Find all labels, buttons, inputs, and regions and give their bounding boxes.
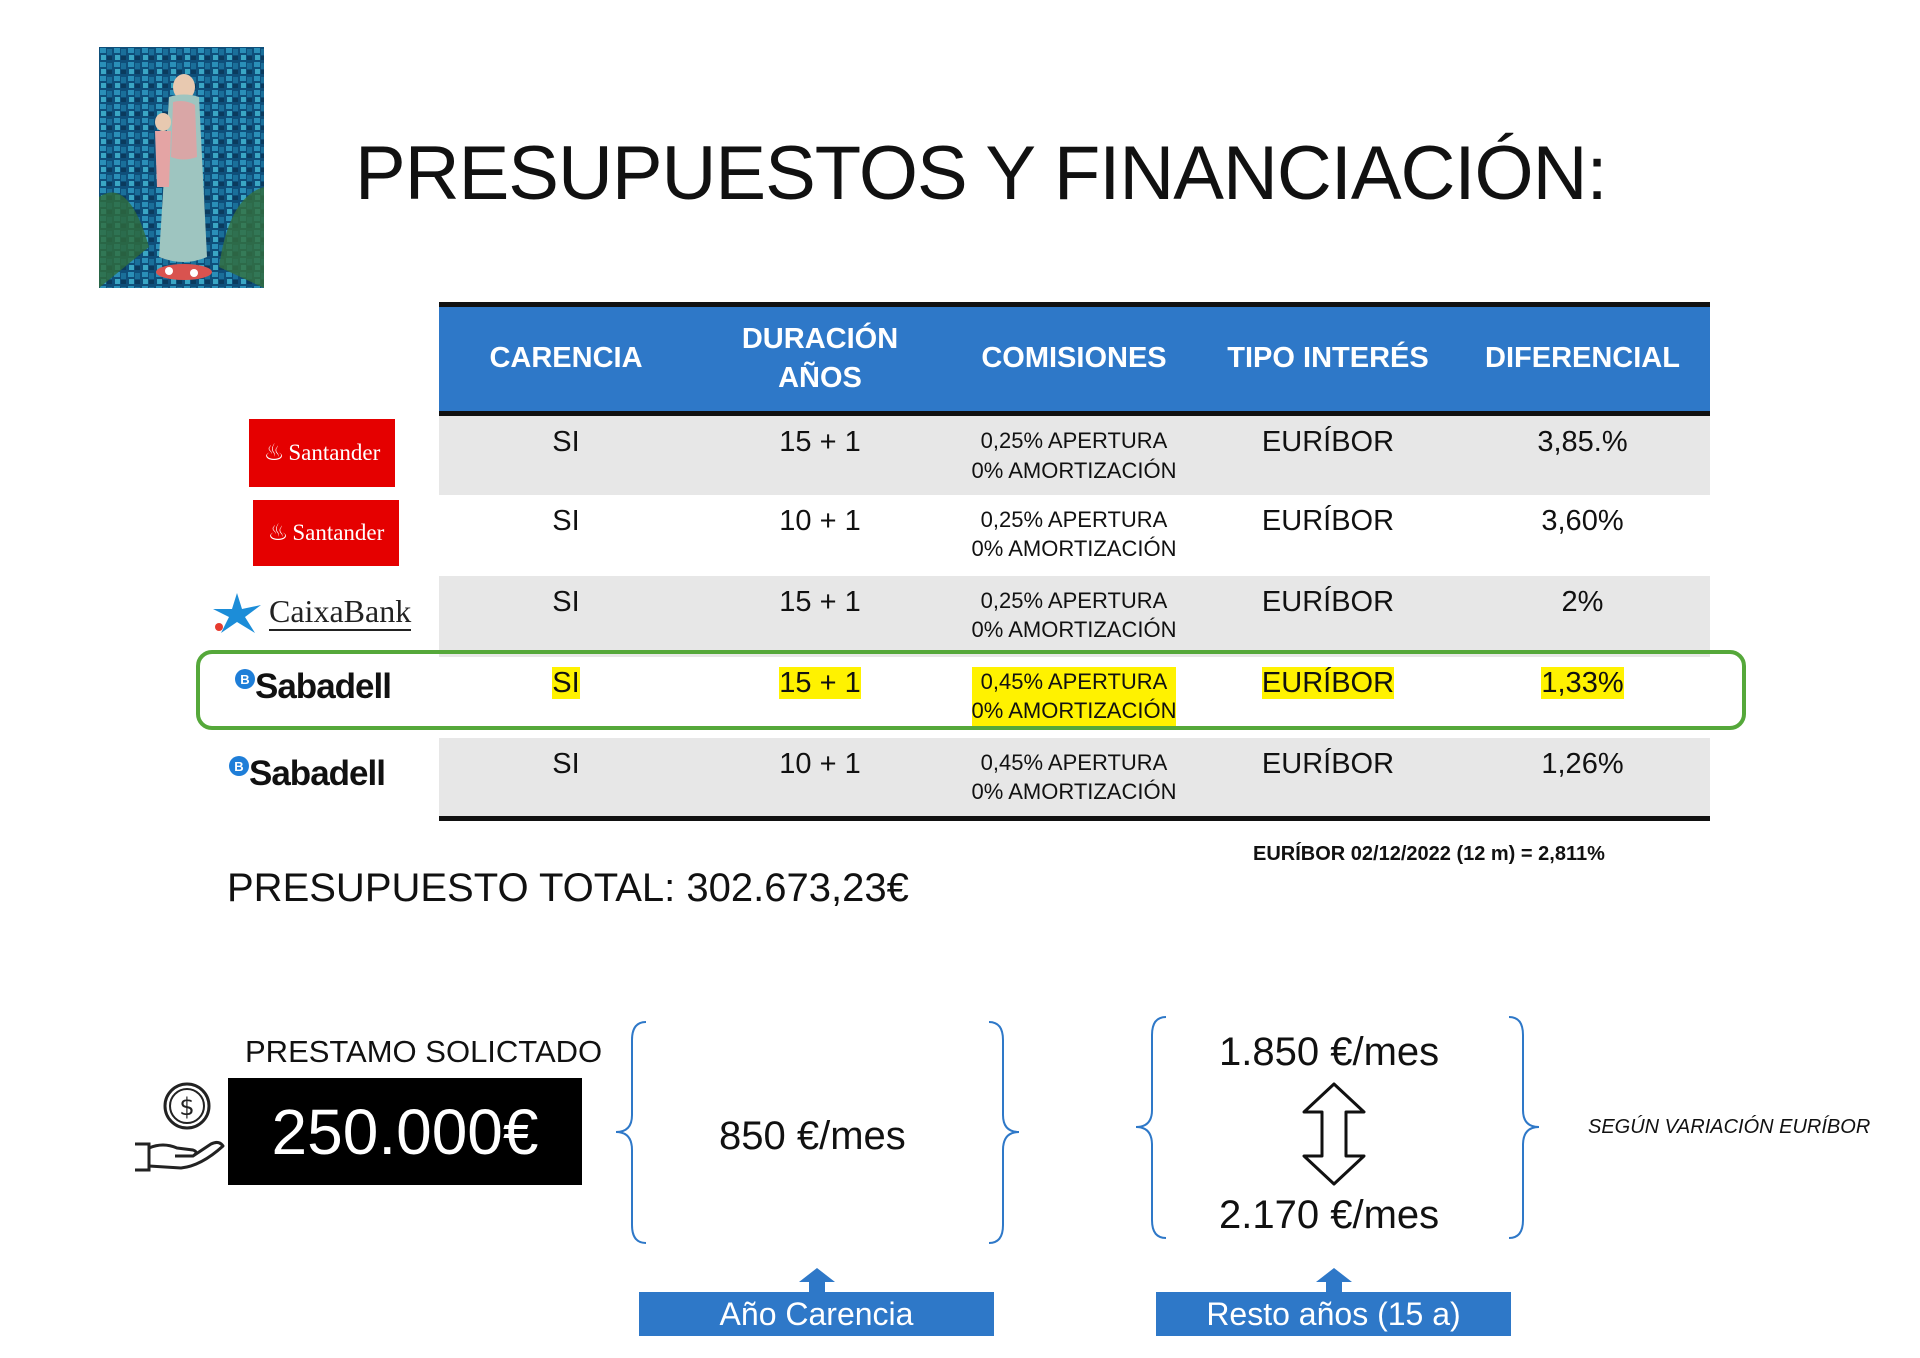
cell-carencia: SI bbox=[439, 413, 693, 495]
carencia-label: Año Carencia bbox=[639, 1292, 994, 1336]
financing-table: CARENCIA DURACIÓN AÑOS COMISIONES TIPO IN… bbox=[439, 302, 1710, 821]
double-arrow-icon bbox=[1302, 1082, 1366, 1186]
header-carencia: CARENCIA bbox=[439, 304, 693, 416]
santander-logo: ♨ Santander bbox=[253, 500, 399, 566]
header-tipo-interes: TIPO INTERÉS bbox=[1201, 304, 1455, 416]
resto-payment-low: 2.170 €/mes bbox=[1219, 1193, 1440, 1237]
cell-interes: EURÍBOR bbox=[1201, 737, 1455, 819]
up-arrow-icon bbox=[799, 1268, 835, 1292]
cell-comisiones: 0,25% APERTURA 0% AMORTIZACIÓN bbox=[971, 506, 1177, 562]
cell-comisiones: 0,25% APERTURA 0% AMORTIZACIÓN bbox=[947, 413, 1201, 495]
cell-diferencial: 1,33% bbox=[1541, 666, 1624, 699]
table-row: SI 10 + 1 0,25% APERTURA 0% AMORTIZACIÓN … bbox=[439, 495, 1710, 576]
resto-label: Resto años (15 a) bbox=[1156, 1292, 1511, 1336]
cell-diferencial: 2% bbox=[1455, 575, 1710, 657]
table-row: SI 10 + 1 0,45% APERTURA 0% AMORTIZACIÓN … bbox=[439, 737, 1710, 819]
variation-note: SEGÚN VARIACIÓN EURÍBOR bbox=[1588, 1116, 1871, 1138]
cell-interes: EURÍBOR bbox=[1261, 504, 1395, 537]
total-budget: PRESUPUESTO TOTAL: 302.673,23€ bbox=[227, 866, 909, 910]
cell-interes: EURÍBOR bbox=[1201, 575, 1455, 657]
money-hand-icon: $ bbox=[135, 1082, 225, 1172]
flame-icon: ♨ bbox=[263, 440, 285, 465]
table-row: SI 15 + 1 0,25% APERTURA 0% AMORTIZACIÓN … bbox=[439, 575, 1710, 657]
cell-diferencial: 1,26% bbox=[1455, 737, 1710, 819]
right-brace bbox=[988, 1021, 1020, 1244]
cell-carencia: SI bbox=[439, 737, 693, 819]
cell-diferencial: 3,85.% bbox=[1455, 413, 1710, 495]
cell-duracion: 15 + 1 bbox=[779, 666, 861, 699]
svg-text:$: $ bbox=[179, 1093, 194, 1121]
table-row-highlighted: SI 15 + 1 0,45% APERTURA 0% AMORTIZACIÓN … bbox=[439, 657, 1710, 738]
table-row: SI 15 + 1 0,25% APERTURA 0% AMORTIZACIÓN … bbox=[439, 413, 1710, 495]
resto-payment-high: 1.850 €/mes bbox=[1219, 1030, 1440, 1074]
sabadell-b-icon: B bbox=[235, 669, 255, 689]
sabadell-logo: B Sabadell bbox=[235, 667, 392, 707]
cell-carencia: SI bbox=[552, 666, 580, 699]
cell-diferencial: 3,60% bbox=[1541, 504, 1624, 537]
loan-label: PRESTAMO SOLICTADO bbox=[245, 1034, 603, 1069]
cell-comisiones: 0,45% APERTURA 0% AMORTIZACIÓN bbox=[947, 737, 1201, 819]
cell-interes: EURÍBOR bbox=[1201, 413, 1455, 495]
cell-duracion: 15 + 1 bbox=[693, 575, 947, 657]
selected-offer-frame bbox=[196, 650, 1746, 730]
left-brace bbox=[1135, 1016, 1167, 1239]
cell-carencia: SI bbox=[552, 504, 580, 537]
loan-amount-box: 250.000€ bbox=[228, 1078, 582, 1185]
flame-icon: ♨ bbox=[267, 520, 289, 545]
sabadell-b-icon: B bbox=[229, 756, 249, 776]
header-duracion: DURACIÓN AÑOS bbox=[693, 304, 947, 416]
cell-duracion: 15 + 1 bbox=[693, 413, 947, 495]
cell-comisiones: 0,25% APERTURA 0% AMORTIZACIÓN bbox=[947, 575, 1201, 657]
star-icon bbox=[213, 593, 261, 633]
cell-comisiones: 0,45% APERTURA 0% AMORTIZACIÓN bbox=[947, 657, 1201, 738]
up-arrow-icon bbox=[1316, 1268, 1352, 1292]
table-header-row: CARENCIA DURACIÓN AÑOS COMISIONES TIPO IN… bbox=[439, 304, 1710, 416]
euribor-note: EURÍBOR 02/12/2022 (12 m) = 2,811% bbox=[1253, 843, 1605, 865]
sabadell-logo: B Sabadell bbox=[229, 754, 386, 794]
cell-duracion: 10 + 1 bbox=[779, 504, 861, 537]
caixabank-logo: CaixaBank bbox=[211, 591, 412, 635]
santander-logo: ♨ Santander bbox=[249, 419, 395, 487]
cell-interes: EURÍBOR bbox=[1261, 666, 1395, 699]
cell-carencia: SI bbox=[439, 575, 693, 657]
cell-duracion: 10 + 1 bbox=[693, 737, 947, 819]
right-brace bbox=[1508, 1016, 1540, 1239]
virgin-statue-image bbox=[99, 47, 264, 288]
page-title: PRESUPUESTOS Y FINANCIACIÓN: bbox=[355, 131, 1608, 216]
header-diferencial: DIFERENCIAL bbox=[1455, 304, 1710, 416]
carencia-payment: 850 €/mes bbox=[719, 1114, 906, 1158]
header-comisiones: COMISIONES bbox=[947, 304, 1201, 416]
left-brace bbox=[615, 1021, 647, 1244]
